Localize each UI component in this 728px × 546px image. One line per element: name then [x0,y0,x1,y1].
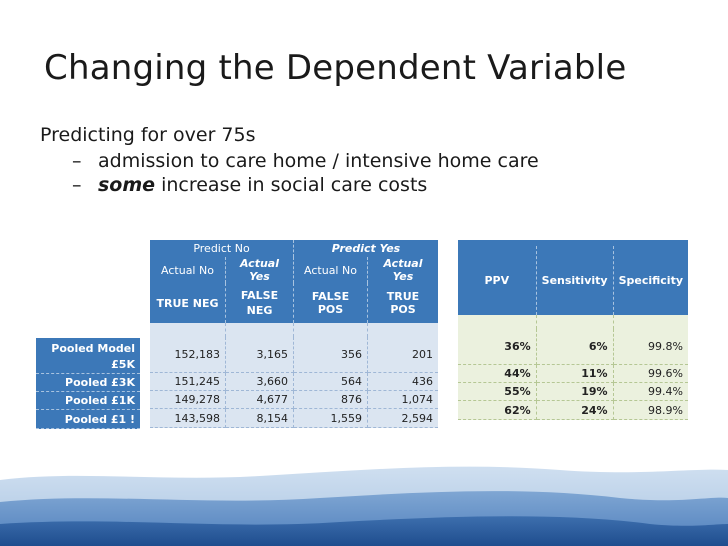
header-sensitivity: Sensitivity [536,246,614,315]
subheader-actual-no: Actual No [294,257,368,283]
ppv-value: 44% [458,365,537,383]
ppv-value: 62% [458,401,537,420]
specificity-value: 99.4% [613,383,688,401]
group-header-predict-yes: Predict Yes [294,240,438,257]
sensitivity-value: 11% [536,365,614,383]
header-specificity: Specificity [613,246,688,315]
subheader-actual-yes: Actual Yes [368,257,438,283]
row-label: Pooled £1 ! [36,410,140,429]
cell: 436 [368,373,438,391]
slide-title: Changing the Dependent Variable [44,48,627,88]
cell: 3,660 [226,373,294,391]
bullet-main: Predicting for over 75s [40,124,256,146]
emphasis-some: some [98,174,156,196]
row-label: Pooled £3K [36,374,140,392]
sub-bullet-text: increase in social care costs [155,174,428,196]
sub-bullet-care-home: – admission to care home / intensive home… [72,150,539,172]
row-labels-table: Pooled Model £5K Pooled £3K Pooled £1K Po… [36,338,140,429]
dash: – [72,174,82,196]
cell: 151,245 [150,373,226,391]
specificity-value: 99.8% [613,329,688,365]
cell: 876 [294,391,368,409]
cell: 2,594 [368,409,438,428]
specificity-value: 98.9% [613,401,688,420]
cell: 1,074 [368,391,438,409]
bullet-list: Predicting for over 75s – admission to ca… [40,124,539,198]
subheader-actual-yes: Actual Yes [226,257,294,283]
sensitivity-value: 24% [536,401,614,420]
specificity-value: 99.6% [613,365,688,383]
row-label: Pooled Model £5K [36,338,140,374]
ppv-value: 55% [458,383,537,401]
cell: 149,278 [150,391,226,409]
ppv-value: 36% [458,329,537,365]
cell: 3,165 [226,337,294,373]
sub-bullet-text: admission to care home / intensive home … [98,150,539,172]
metrics-table: PPV Sensitivity Specificity 36% 6% 99.8%… [458,240,688,420]
cell: 8,154 [226,409,294,428]
sensitivity-value: 19% [536,383,614,401]
code-false-neg: FALSE NEG [226,283,294,323]
dash: – [72,150,82,172]
code-true-pos: TRUE POS [368,283,438,323]
code-false-pos: FALSE POS [294,283,368,323]
row-label: Pooled £1K [36,392,140,410]
cell: 152,183 [150,337,226,373]
cell: 143,598 [150,409,226,428]
cell: 356 [294,337,368,373]
sub-bullet-social-care: – some increase in social care costs [72,174,539,196]
landscape-decoration [0,466,728,546]
sensitivity-value: 6% [536,329,614,365]
header-ppv: PPV [458,246,537,315]
cell: 564 [294,373,368,391]
confusion-table: Predict No Predict Yes Actual No Actual … [150,240,438,428]
cell: 4,677 [226,391,294,409]
cell: 1,559 [294,409,368,428]
cell: 201 [368,337,438,373]
subheader-actual-no: Actual No [150,257,226,283]
group-header-predict-no: Predict No [150,240,294,257]
code-true-neg: TRUE NEG [150,283,226,323]
